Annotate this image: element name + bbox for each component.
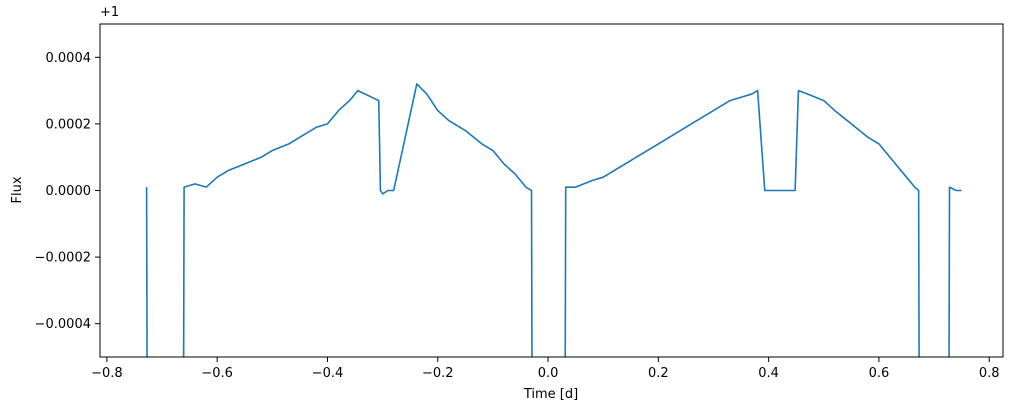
x-tick-label: 0.2 (648, 366, 669, 381)
data-line (145, 83, 962, 357)
offset-text: +1 (100, 5, 119, 20)
x-tick-label: 0.8 (979, 366, 1000, 381)
plot-area (145, 83, 962, 357)
y-tick-label: 0.0004 (46, 51, 92, 66)
x-tick-label: −0.2 (422, 366, 454, 381)
x-tick-label: 0.6 (869, 366, 890, 381)
y-tick-label: −0.0002 (35, 251, 91, 266)
x-tick-label: 0.0 (538, 366, 559, 381)
y-axis-label: Flux (10, 176, 25, 203)
x-tick-label: −0.8 (91, 366, 123, 381)
x-tick-label: −0.4 (312, 366, 344, 381)
x-tick-label: −0.6 (201, 366, 233, 381)
y-tick-label: 0.0000 (46, 184, 92, 199)
y-tick-label: −0.0004 (35, 317, 91, 332)
x-axis-label: Time [d] (523, 387, 578, 402)
y-tick-label: 0.0002 (46, 117, 92, 132)
x-tick-label: 0.4 (758, 366, 779, 381)
